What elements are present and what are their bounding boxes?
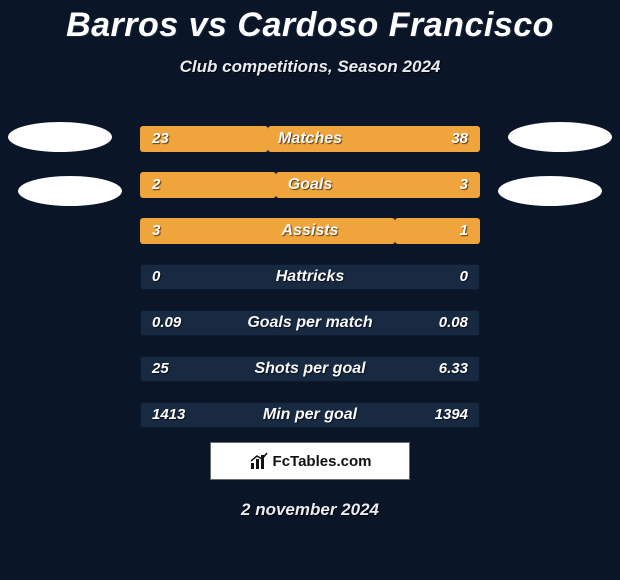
stat-value-left: 0 xyxy=(140,264,172,290)
stat-value-right: 1 xyxy=(448,218,480,244)
stat-value-left: 25 xyxy=(140,356,181,382)
date-text: 2 november 2024 xyxy=(0,500,620,520)
stat-value-right: 0.08 xyxy=(427,310,480,336)
chart-icon xyxy=(249,451,269,471)
stat-value-left: 1413 xyxy=(140,402,197,428)
stat-value-right: 0 xyxy=(448,264,480,290)
stat-value-right: 1394 xyxy=(423,402,480,428)
stat-value-right: 3 xyxy=(448,172,480,198)
page-title: Barros vs Cardoso Francisco xyxy=(0,0,620,45)
player-right-logo-2 xyxy=(498,176,602,206)
stat-row: 256.33Shots per goal xyxy=(140,356,480,382)
stat-row: 00Hattricks xyxy=(140,264,480,290)
player-left-logo-2 xyxy=(18,176,122,206)
stat-row: 23Goals xyxy=(140,172,480,198)
stat-row: 0.090.08Goals per match xyxy=(140,310,480,336)
stats-container: 2338Matches23Goals31Assists00Hattricks0.… xyxy=(140,126,480,448)
stat-fill-left xyxy=(140,218,395,244)
stat-value-right: 38 xyxy=(439,126,480,152)
stat-value-left: 23 xyxy=(140,126,181,152)
stat-value-left: 3 xyxy=(140,218,172,244)
stat-track xyxy=(140,264,480,290)
stat-row: 31Assists xyxy=(140,218,480,244)
stat-value-right: 6.33 xyxy=(427,356,480,382)
player-left-logo-1 xyxy=(8,122,112,152)
subtitle: Club competitions, Season 2024 xyxy=(0,57,620,77)
stat-value-left: 0.09 xyxy=(140,310,193,336)
player-right-logo-1 xyxy=(508,122,612,152)
stat-row: 2338Matches xyxy=(140,126,480,152)
stat-value-left: 2 xyxy=(140,172,172,198)
brand-box: FcTables.com xyxy=(210,442,410,480)
brand-text: FcTables.com xyxy=(273,453,372,470)
stat-row: 14131394Min per goal xyxy=(140,402,480,428)
